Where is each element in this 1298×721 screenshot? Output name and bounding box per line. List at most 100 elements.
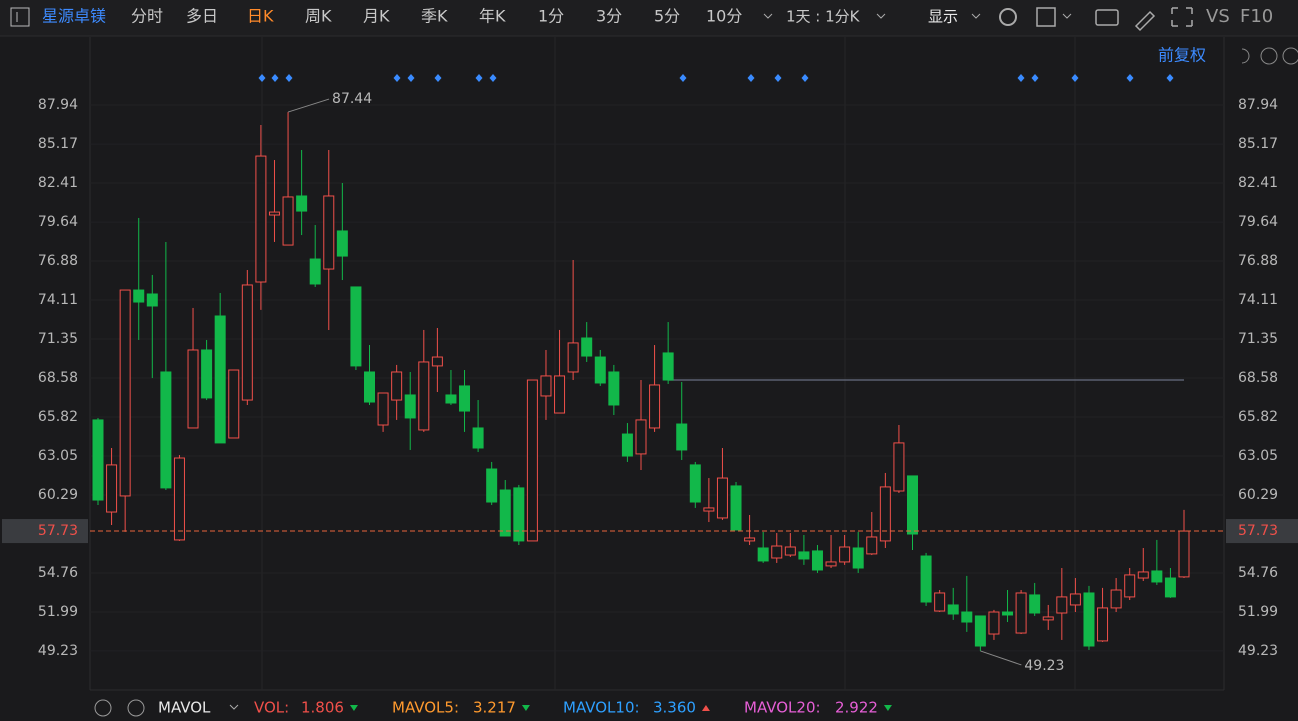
display-menu[interactable]: 显示 (928, 8, 958, 26)
indicator-value: 3.360 (653, 699, 696, 717)
settings-icon[interactable] (999, 8, 1017, 26)
candle-body (703, 507, 715, 512)
fullscreen-icon[interactable] (1171, 7, 1193, 27)
candle-body (581, 337, 593, 357)
event-marker[interactable] (475, 74, 483, 82)
event-marker[interactable] (801, 74, 809, 82)
event-marker[interactable] (1126, 74, 1134, 82)
event-marker[interactable] (489, 74, 497, 82)
indicator-label: MAVOL20: (744, 699, 821, 717)
pen-icon[interactable] (1134, 10, 1156, 32)
y-tick-label: 82.41 (38, 175, 78, 191)
candle-body (689, 464, 701, 503)
candle-body (336, 230, 348, 257)
event-marker[interactable] (407, 74, 415, 82)
f10-button[interactable]: F10 (1240, 6, 1273, 27)
last-price-label: 57.73 (1238, 523, 1278, 539)
candle-body (974, 615, 986, 647)
candle-body (866, 536, 878, 555)
candle-body (934, 592, 946, 612)
candle-body (811, 550, 823, 571)
candle-body (350, 286, 362, 367)
tab[interactable]: 1分 (538, 7, 564, 26)
indicator-close[interactable] (127, 699, 145, 717)
zoom-out-icon[interactable] (1260, 47, 1278, 65)
event-marker[interactable] (258, 74, 266, 82)
candle-body (92, 419, 104, 501)
event-marker[interactable] (1166, 74, 1174, 82)
camera-icon[interactable] (1095, 9, 1119, 26)
y-tick-label: 74.11 (1238, 292, 1278, 308)
y-tick-label: 85.17 (1238, 136, 1278, 152)
y-tick-label: 63.05 (38, 448, 78, 464)
zoom-in-icon[interactable] (1282, 47, 1298, 65)
adjust-mode[interactable]: 前复权 (1158, 46, 1206, 65)
event-marker[interactable] (1031, 74, 1039, 82)
y-tick-label: 54.76 (1238, 565, 1278, 581)
tab[interactable]: 周K (305, 7, 332, 26)
stock-name[interactable]: 星源卓镁 (42, 7, 106, 26)
y-tick-label: 65.82 (38, 409, 78, 425)
candle-body (784, 546, 796, 556)
candle-body (716, 477, 728, 519)
candle-body (608, 371, 620, 406)
indicator-label: MAVOL10: (563, 699, 640, 717)
tab[interactable]: 季K (421, 7, 448, 26)
event-marker[interactable] (1071, 74, 1079, 82)
tab[interactable]: 5分 (654, 7, 680, 26)
indicator-settings[interactable] (94, 699, 112, 717)
candle-body (649, 384, 661, 429)
y-tick-label: 71.35 (1238, 331, 1278, 347)
candle-body (296, 195, 308, 212)
indicator-name[interactable]: MAVOL (158, 699, 211, 717)
tab[interactable]: 多日 (186, 7, 218, 26)
candle-body (526, 379, 538, 542)
event-marker[interactable] (285, 74, 293, 82)
candle-body (106, 464, 118, 513)
candle-body (459, 385, 471, 412)
event-marker[interactable] (774, 74, 782, 82)
tab[interactable]: 10分 (706, 7, 742, 26)
tab[interactable]: 分时 (131, 7, 163, 26)
min-pointer (980, 650, 1022, 666)
candle-body (377, 392, 389, 426)
y-tick-label: 63.05 (1238, 448, 1278, 464)
y-tick-label: 65.82 (1238, 409, 1278, 425)
candle-body (499, 489, 511, 537)
y-tick-label: 60.29 (1238, 487, 1278, 503)
y-tick-label: 74.11 (38, 292, 78, 308)
event-marker[interactable] (434, 74, 442, 82)
tab[interactable]: 月K (363, 7, 390, 26)
tab[interactable]: 3分 (596, 7, 622, 26)
event-marker[interactable] (1017, 74, 1025, 82)
event-marker[interactable] (747, 74, 755, 82)
candle-body (798, 551, 810, 560)
y-tick-label: 82.41 (1238, 175, 1278, 191)
candle-body (268, 211, 280, 216)
event-marker[interactable] (679, 74, 687, 82)
candle-body (1069, 593, 1081, 606)
candle-body (567, 342, 579, 373)
period-select[interactable]: 1天 : 1分K (786, 8, 861, 26)
layout-icon[interactable] (1036, 7, 1056, 27)
trend-arrow (349, 705, 358, 711)
menu-icon[interactable] (10, 7, 30, 27)
y-tick-label: 51.99 (38, 604, 78, 620)
indicator-value: 1.806 (301, 699, 344, 717)
candle-body (201, 349, 213, 399)
candle-body (1124, 574, 1136, 598)
candle-body (893, 442, 905, 492)
tab[interactable]: 日K (247, 7, 274, 26)
candle-body (1029, 594, 1041, 614)
last-price-box (2, 519, 88, 544)
candle-body (1151, 570, 1163, 583)
last-price-box (1226, 519, 1298, 544)
event-marker[interactable] (271, 74, 279, 82)
candle-body (744, 537, 756, 542)
event-marker[interactable] (393, 74, 401, 82)
vs-button[interactable]: VS (1206, 6, 1230, 27)
reset-icon[interactable] (1241, 48, 1250, 64)
candle-body (662, 352, 674, 381)
candle-body (594, 356, 606, 384)
tab[interactable]: 年K (479, 7, 506, 26)
